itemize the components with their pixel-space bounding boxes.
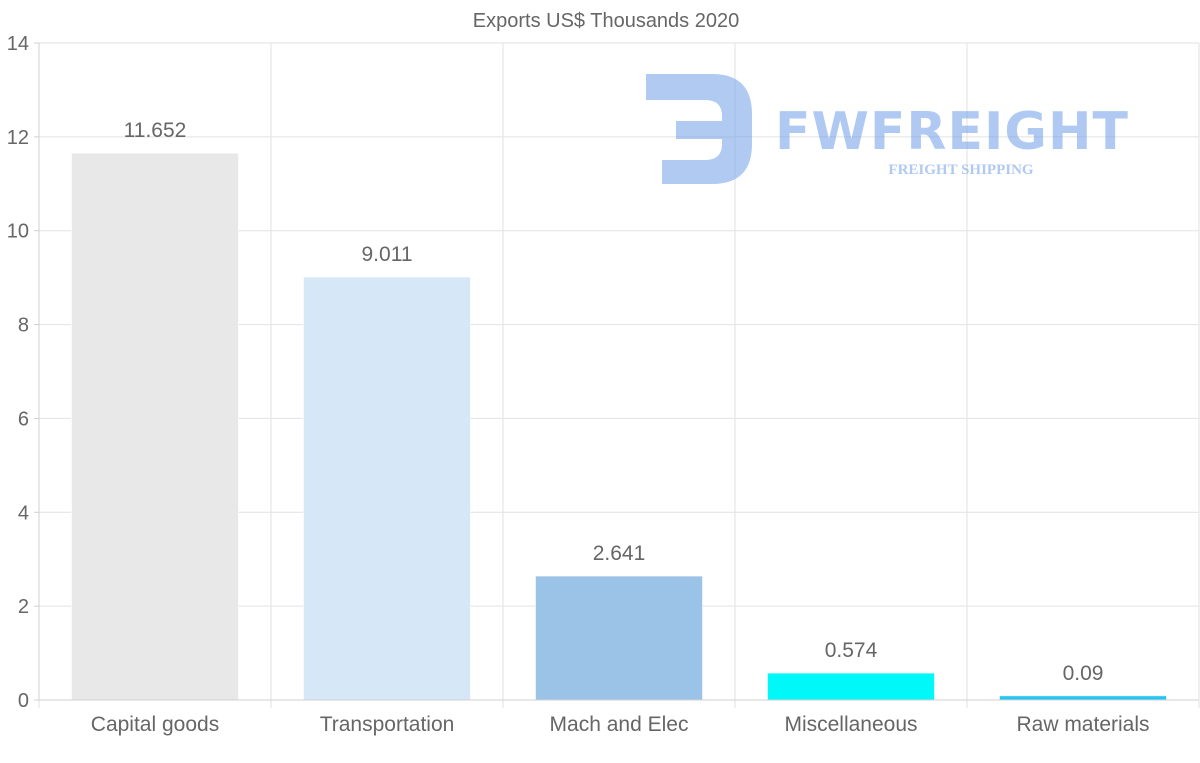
y-tick-label: 2 bbox=[18, 596, 29, 618]
bar-transportation bbox=[302, 276, 472, 701]
bar-miscellaneous bbox=[766, 672, 936, 701]
x-category-label: Transportation bbox=[320, 713, 455, 736]
bar-mach-and-elec bbox=[534, 575, 704, 701]
y-tick-label: 12 bbox=[7, 127, 29, 149]
x-category-label: Mach and Elec bbox=[550, 713, 689, 736]
x-category-label: Raw materials bbox=[1016, 713, 1149, 736]
x-category-label: Capital goods bbox=[91, 713, 219, 736]
bar-value-label: 0.574 bbox=[825, 639, 878, 662]
bar-value-label: 0.09 bbox=[1063, 662, 1104, 685]
y-tick-label: 14 bbox=[7, 33, 29, 55]
bar-capital-goods bbox=[70, 152, 240, 701]
watermark-brand: FWFREIGHT bbox=[775, 102, 1129, 162]
axes: 0 2 4 6 8 10 12 14 Capital goods Transportation Ma… bbox=[7, 33, 1199, 736]
chart-title: Exports US$ Thousands 2020 bbox=[473, 10, 739, 32]
y-tick-label: 8 bbox=[18, 315, 29, 337]
bars: 11.652 9.011 2.641 0.574 0.09 bbox=[70, 119, 1168, 701]
y-tick-label: 0 bbox=[18, 690, 29, 712]
watermark-tagline: FREIGHT SHIPPING bbox=[888, 162, 1033, 178]
bar-raw-materials bbox=[998, 695, 1168, 701]
fwfreight-logo-mark-icon bbox=[646, 74, 752, 184]
bar-value-label: 9.011 bbox=[362, 243, 413, 266]
bar-value-label: 2.641 bbox=[593, 542, 646, 565]
bar-value-label: 11.652 bbox=[124, 119, 187, 142]
fwfreight-watermark: FWFREIGHT FREIGHT SHIPPING bbox=[646, 74, 1129, 184]
y-tick-label: 4 bbox=[18, 502, 29, 524]
x-category-label: Miscellaneous bbox=[784, 713, 917, 736]
y-tick-label: 10 bbox=[7, 221, 29, 243]
y-tick-label: 6 bbox=[18, 408, 29, 430]
